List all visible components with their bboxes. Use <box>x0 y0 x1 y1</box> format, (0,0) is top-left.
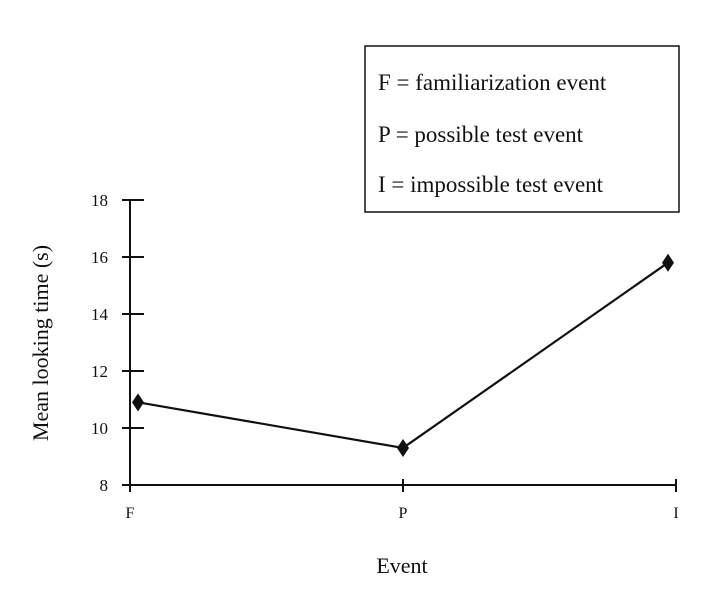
y-tick-label: 8 <box>100 476 109 495</box>
x-tick-label: P <box>399 505 408 522</box>
x-tick-label: I <box>673 505 678 522</box>
y-tick-label: 18 <box>91 191 108 210</box>
legend-entry-f: F = familiarization event <box>378 70 607 95</box>
y-tick-label: 16 <box>91 248 108 267</box>
x-axis-title: Event <box>376 553 427 578</box>
y-tick-label: 12 <box>91 362 108 381</box>
data-point-p <box>397 438 409 457</box>
y-tick-label: 10 <box>91 419 108 438</box>
y-tick-label: 14 <box>91 305 109 324</box>
series-line <box>137 261 669 450</box>
x-tick-label: F <box>126 505 135 522</box>
y-axis-title: Mean looking time (s) <box>28 245 53 441</box>
y-ticks: 8 10 12 14 16 18 <box>91 191 144 495</box>
data-point-f <box>132 393 144 412</box>
legend-entry-i: I = impossible test event <box>378 172 604 197</box>
legend-entry-p: P = possible test event <box>378 122 584 147</box>
series <box>132 253 674 457</box>
legend: F = familiarization event P = possible t… <box>364 45 680 213</box>
legend-box <box>364 45 680 213</box>
data-point-i <box>662 253 674 272</box>
